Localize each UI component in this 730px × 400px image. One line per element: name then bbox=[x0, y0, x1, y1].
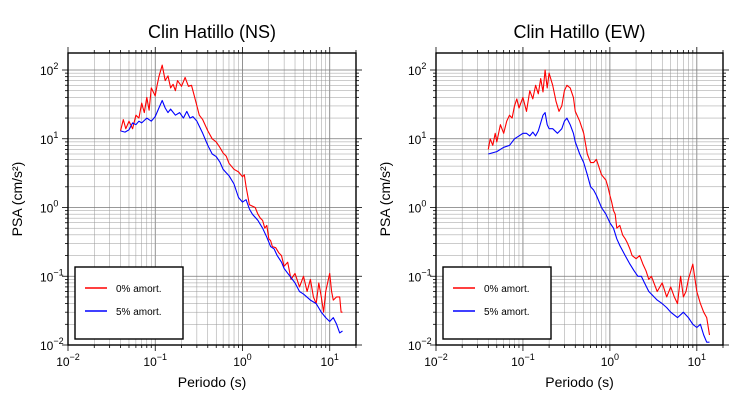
y-tick-label-base: 10 bbox=[408, 202, 422, 216]
y-tick-label-exponent: 2 bbox=[421, 61, 426, 71]
y-tick-label-exponent: 2 bbox=[53, 61, 58, 71]
y-tick-label-exponent: 1 bbox=[53, 130, 58, 140]
x-tick-label-base: 10 bbox=[143, 355, 157, 369]
legend: 0% amort. 5% amort. bbox=[442, 266, 552, 340]
y-tick-label: 102 bbox=[40, 61, 58, 78]
y-tick-label-base: 10 bbox=[408, 133, 422, 147]
grid bbox=[67, 53, 357, 346]
x-tick-label-exponent: −1 bbox=[524, 352, 534, 362]
y-tick-label: 101 bbox=[408, 130, 426, 147]
y-tick-label: 100 bbox=[408, 199, 426, 216]
y-tick-label-exponent: −1 bbox=[421, 267, 431, 277]
plot-frame bbox=[67, 52, 357, 346]
x-tick-label: 101 bbox=[321, 352, 339, 369]
x-tick-label: 100 bbox=[233, 352, 251, 369]
series-line-undamped bbox=[119, 64, 343, 313]
y-tick-label: 10−1 bbox=[408, 267, 432, 284]
x-tick-label-base: 10 bbox=[233, 355, 247, 369]
y-tick-label-exponent: 1 bbox=[421, 130, 426, 140]
x-tick-label: 10−2 bbox=[424, 352, 448, 369]
y-tick-label-base: 10 bbox=[408, 270, 422, 284]
y-tick-label-base: 10 bbox=[40, 270, 54, 284]
x-tick-label-base: 10 bbox=[56, 355, 70, 369]
x-tick-label: 100 bbox=[601, 352, 619, 369]
x-axis-label: Periodo (s) bbox=[178, 374, 246, 390]
y-tick-label-exponent: 0 bbox=[421, 199, 426, 209]
x-tick-label: 10−1 bbox=[143, 352, 167, 369]
series-line-damped bbox=[120, 99, 343, 334]
y-tick-label-base: 10 bbox=[408, 339, 422, 353]
y-tick-label: 101 bbox=[40, 130, 58, 147]
x-tick-label-base: 10 bbox=[511, 355, 525, 369]
y-tick-label-exponent: −2 bbox=[53, 336, 63, 346]
x-tick-label-exponent: −2 bbox=[70, 352, 80, 362]
legend: 0% amort. 5% amort. bbox=[74, 266, 184, 340]
y-tick-label-exponent: −1 bbox=[53, 267, 63, 277]
legend-label: 0% amort. bbox=[116, 284, 162, 295]
series-line-damped bbox=[488, 112, 710, 343]
y-tick-label-base: 10 bbox=[40, 64, 54, 78]
y-axis-label: PSA (cm/s²) bbox=[9, 162, 25, 237]
x-tick-label-base: 10 bbox=[688, 355, 702, 369]
x-tick-label-base: 10 bbox=[424, 355, 438, 369]
x-tick-label-exponent: 0 bbox=[247, 352, 252, 362]
series-line-undamped bbox=[487, 69, 711, 336]
x-tick-label-exponent: 0 bbox=[614, 352, 619, 362]
plot-frame bbox=[435, 52, 724, 346]
x-tick-label: 101 bbox=[688, 352, 706, 369]
legend-label: 5% amort. bbox=[484, 307, 530, 318]
x-tick-label-exponent: 1 bbox=[334, 352, 339, 362]
legend-label: 5% amort. bbox=[116, 307, 162, 318]
y-axis-label: PSA (cm/s²) bbox=[377, 162, 393, 237]
y-tick-label: 10−2 bbox=[408, 336, 432, 353]
y-tick-label: 100 bbox=[40, 199, 58, 216]
legend-box bbox=[74, 266, 184, 340]
x-tick-label: 10−2 bbox=[56, 352, 80, 369]
x-axis-label: Periodo (s) bbox=[545, 374, 613, 390]
x-tick-label: 10−1 bbox=[511, 352, 535, 369]
y-tick-label-base: 10 bbox=[408, 64, 422, 78]
chart-title: Clin Hatillo (NS) bbox=[148, 22, 276, 42]
x-tick-label-exponent: −1 bbox=[157, 352, 167, 362]
legend-box bbox=[442, 266, 552, 340]
x-tick-label-base: 10 bbox=[321, 355, 335, 369]
y-tick-label-base: 10 bbox=[40, 202, 54, 216]
y-tick-label-base: 10 bbox=[40, 339, 54, 353]
y-tick-label: 10−1 bbox=[40, 267, 64, 284]
y-tick-label: 102 bbox=[408, 61, 426, 78]
chart-title: Clin Hatillo (EW) bbox=[513, 22, 645, 42]
y-tick-label: 10−2 bbox=[40, 336, 64, 353]
y-tick-label-base: 10 bbox=[40, 133, 54, 147]
y-tick-label-exponent: 0 bbox=[53, 199, 58, 209]
y-tick-label-exponent: −2 bbox=[421, 336, 431, 346]
legend-label: 0% amort. bbox=[484, 284, 530, 295]
x-tick-label-exponent: 1 bbox=[701, 352, 706, 362]
x-tick-label-base: 10 bbox=[601, 355, 615, 369]
x-tick-label-exponent: −2 bbox=[438, 352, 448, 362]
